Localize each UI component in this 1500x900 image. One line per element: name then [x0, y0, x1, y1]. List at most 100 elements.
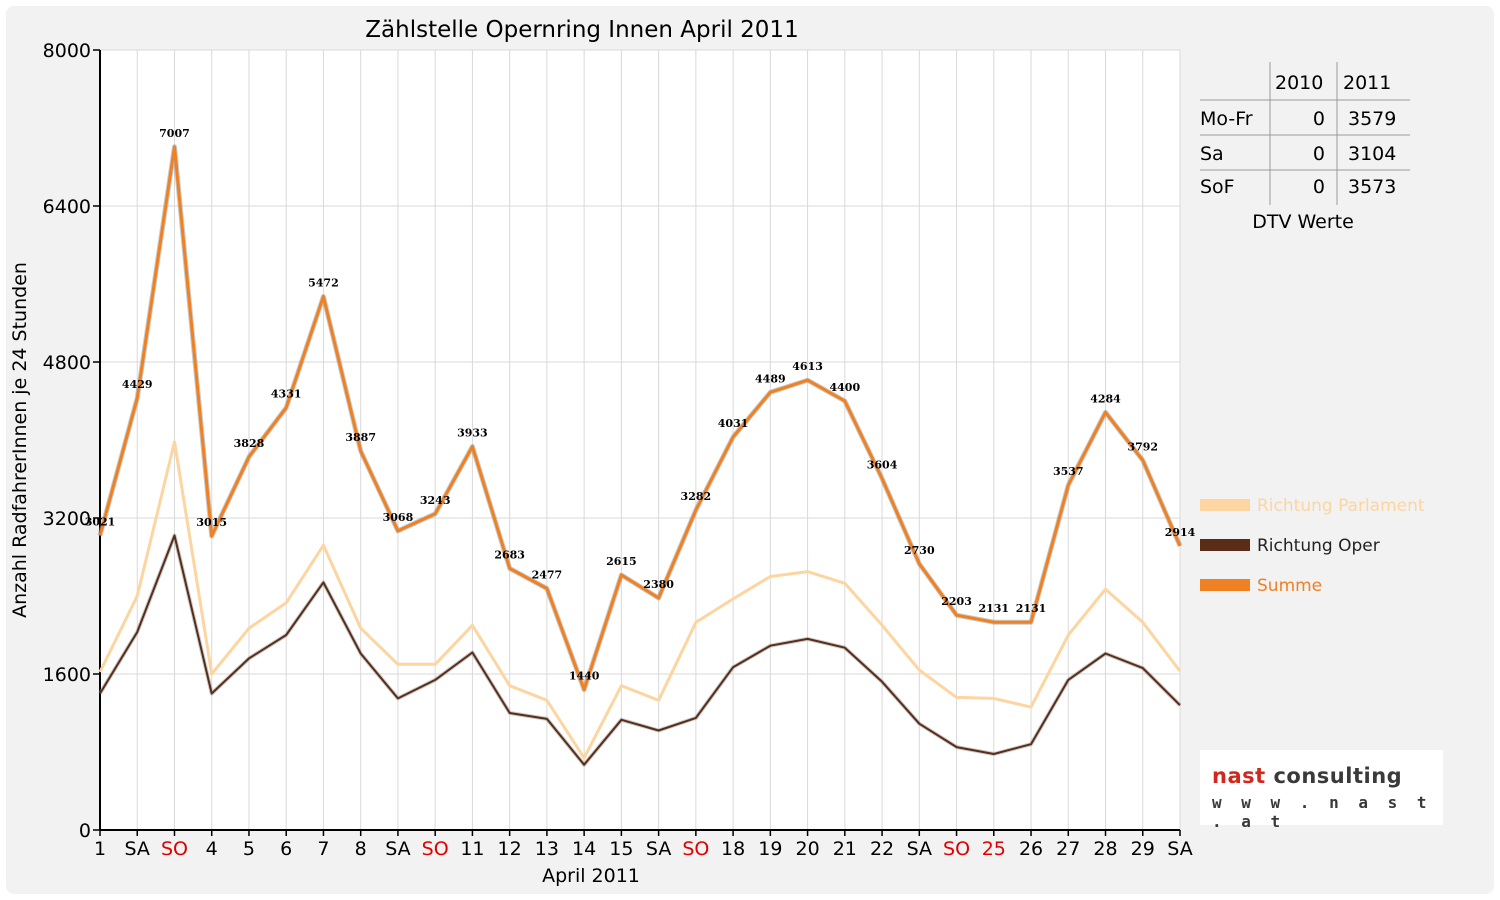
y-axis-label: Anzahl RadfahrerInnen je 24 Stunden — [9, 262, 31, 618]
dtv-header-2010: 2010 — [1275, 72, 1323, 94]
data-label: 2477 — [532, 568, 563, 581]
data-label: 3282 — [681, 490, 712, 503]
y-tick-label: 6400 — [43, 196, 91, 218]
x-tick-label: SA — [1167, 838, 1192, 860]
x-tick-label: SO — [943, 838, 970, 860]
data-label: 4613 — [792, 360, 823, 373]
data-label: 3792 — [1127, 440, 1158, 453]
data-label: 2615 — [606, 555, 637, 568]
data-label: 3537 — [1053, 465, 1084, 478]
x-tick-label: 22 — [870, 838, 894, 860]
dtv-cell: 0 — [1313, 143, 1325, 165]
x-tick-label: 11 — [460, 838, 484, 860]
data-label: 3243 — [420, 494, 451, 507]
y-tick-label: 0 — [79, 820, 91, 842]
x-tick-label: SA — [646, 838, 671, 860]
data-label: 1440 — [569, 670, 600, 683]
data-label: 4400 — [830, 381, 861, 394]
data-label: 5472 — [308, 276, 339, 289]
data-label: 3887 — [345, 431, 376, 444]
legend-label: Richtung Oper — [1257, 536, 1380, 556]
data-label: 4429 — [122, 378, 153, 391]
data-label: 2683 — [494, 548, 525, 561]
dtv-cell: 3104 — [1348, 143, 1396, 165]
x-tick-label: 27 — [1056, 838, 1080, 860]
legend-swatch — [1200, 499, 1250, 511]
data-label: 2380 — [643, 578, 674, 591]
y-tick-label: 1600 — [43, 664, 91, 686]
x-tick-label: 29 — [1131, 838, 1155, 860]
x-tick-labels: 1 SA SO 4 5 6 7 8 SA SO 11 12 13 14 15 SA SO 18 19 20 21 22 SA… — [94, 838, 1193, 860]
chart-title: Zählstelle Opernring Innen April 2011 — [365, 17, 798, 43]
dtv-row-label: Sa — [1200, 143, 1224, 165]
x-tick-label: 21 — [833, 838, 857, 860]
x-tick-label: 25 — [982, 838, 1006, 860]
x-tick-label: 20 — [795, 838, 819, 860]
series-line-summe — [98, 145, 1182, 692]
y-tick-label: 3200 — [43, 508, 91, 530]
data-label: 3604 — [867, 459, 898, 472]
grid — [100, 49, 1181, 830]
x-tick-label: 26 — [1019, 838, 1043, 860]
x-axis-label: April 2011 — [542, 865, 640, 887]
x-tick-label: SA — [125, 838, 150, 860]
x-tick-label: SO — [161, 838, 188, 860]
dtv-cell: 3573 — [1348, 176, 1396, 198]
y-tick-labels: 0 1600 3200 4800 6400 8000 — [43, 40, 91, 842]
legend-swatch — [1200, 579, 1250, 591]
data-label: 3068 — [383, 511, 414, 524]
series-line-richtung-oper — [99, 534, 1181, 766]
series-lines — [97, 144, 1183, 767]
x-tick-label: 5 — [243, 838, 255, 860]
x-tick-label: 15 — [609, 838, 633, 860]
x-tick-label: 6 — [280, 838, 292, 860]
dtv-caption: DTV Werte — [1252, 211, 1354, 233]
dtv-cell: 0 — [1313, 176, 1325, 198]
x-tick-label: 28 — [1093, 838, 1117, 860]
x-tick-label: SO — [682, 838, 709, 860]
logo-name: nast consulting — [1212, 764, 1403, 788]
x-tick-label: SA — [385, 838, 410, 860]
x-tick-label: 12 — [498, 838, 522, 860]
dtv-table: 2010 2011 Mo-Fr 0 3579 Sa 0 3104 SoF 0 3… — [1200, 62, 1410, 233]
x-tick-label: 13 — [535, 838, 559, 860]
legend: Richtung Parlament Richtung Oper Summe — [1200, 496, 1425, 596]
data-label: 3828 — [234, 437, 265, 450]
legend-label: Summe — [1257, 576, 1322, 596]
data-label: 3021 — [85, 515, 116, 528]
series-line-richtung-parlament — [98, 440, 1182, 760]
x-tick-label: 1 — [94, 838, 106, 860]
data-label: 2131 — [1016, 602, 1047, 615]
x-tick-label: 18 — [721, 838, 745, 860]
data-label: 2914 — [1165, 526, 1196, 539]
dtv-row-label: SoF — [1200, 176, 1235, 198]
data-label: 4331 — [271, 388, 302, 401]
legend-label: Richtung Parlament — [1257, 496, 1425, 516]
x-tick-label: SA — [907, 838, 932, 860]
x-tick-label: 19 — [758, 838, 782, 860]
data-label: 4489 — [755, 372, 786, 385]
dtv-header-2011: 2011 — [1343, 72, 1391, 94]
data-label: 4284 — [1090, 392, 1121, 405]
x-tick-label: 8 — [355, 838, 367, 860]
data-label: 7007 — [159, 127, 190, 140]
data-label: 2131 — [978, 602, 1009, 615]
dtv-cell: 3579 — [1348, 108, 1396, 130]
logo: nast consulting w w w . n a s t . a t — [1200, 750, 1443, 831]
y-tick-label: 8000 — [43, 40, 91, 62]
axes — [93, 49, 1181, 836]
x-tick-label: 14 — [572, 838, 596, 860]
data-label: 2730 — [904, 544, 935, 557]
data-label: 2203 — [941, 595, 972, 608]
y-tick-label: 4800 — [43, 352, 91, 374]
data-label: 3015 — [196, 516, 227, 529]
x-tick-label: 7 — [317, 838, 329, 860]
x-tick-label: SO — [422, 838, 449, 860]
legend-swatch — [1200, 539, 1250, 551]
data-labels: 3021 4429 7007 3015 3828 4331 5472 3887 3068 3243… — [85, 127, 1196, 683]
logo-url: w w w . n a s t . a t — [1212, 793, 1432, 831]
dtv-row-label: Mo-Fr — [1200, 108, 1253, 130]
data-label: 3933 — [457, 427, 488, 440]
x-tick-label: 4 — [206, 838, 218, 860]
